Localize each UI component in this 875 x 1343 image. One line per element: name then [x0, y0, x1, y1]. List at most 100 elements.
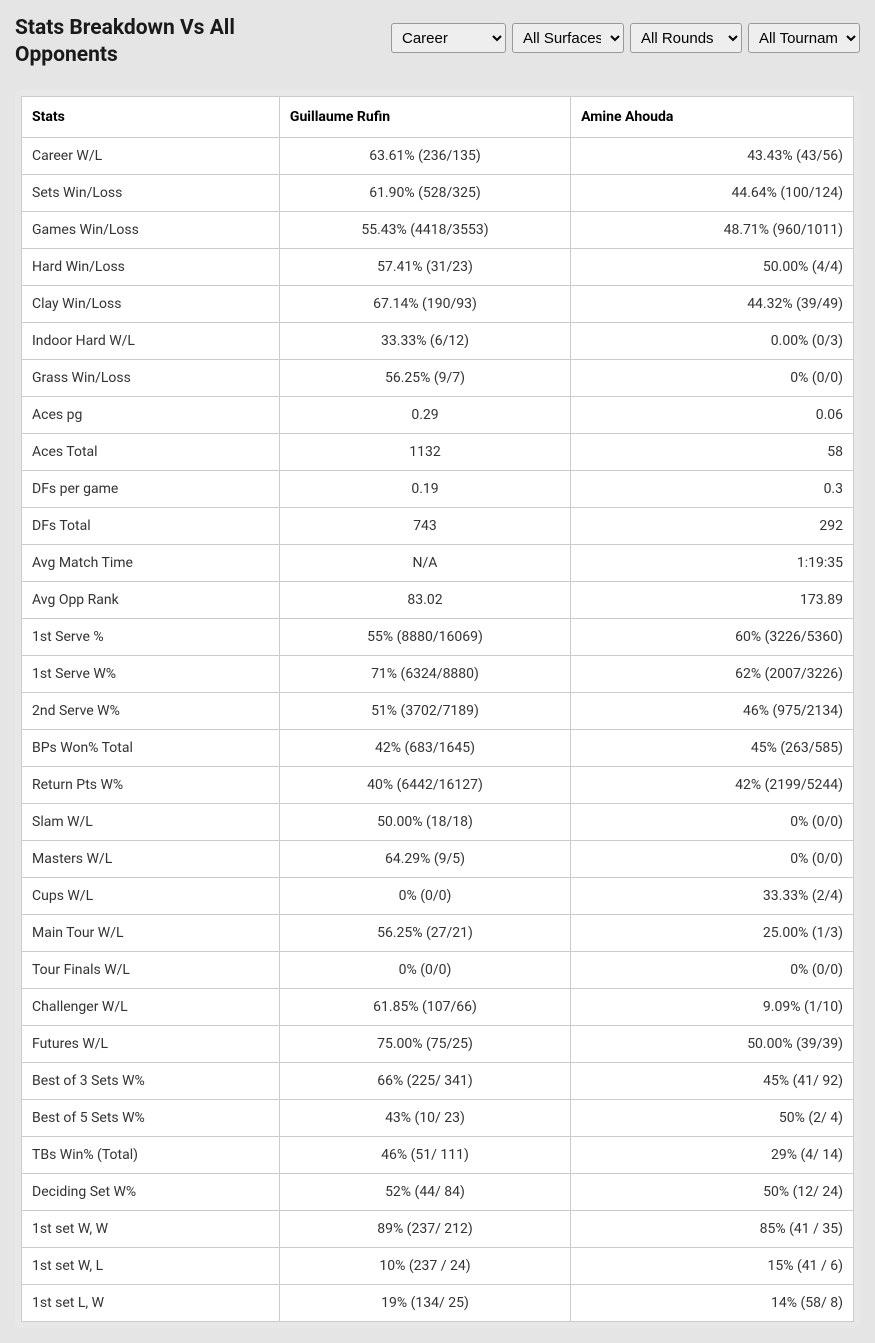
stat-label: Aces pg	[22, 396, 280, 433]
col-header-stats: Stats	[22, 96, 280, 137]
table-row: DFs Total743292	[22, 507, 854, 544]
stat-value-player2: 0% (0/0)	[571, 803, 854, 840]
stat-label: BPs Won% Total	[22, 729, 280, 766]
stat-label: Best of 3 Sets W%	[22, 1062, 280, 1099]
table-row: Sets Win/Loss61.90% (528/325)44.64% (100…	[22, 174, 854, 211]
stats-table-card: Stats Guillaume Rufin Amine Ahouda Caree…	[15, 90, 860, 1328]
stat-value-player1: 40% (6442/16127)	[279, 766, 570, 803]
stat-label: Aces Total	[22, 433, 280, 470]
stat-value-player2: 0% (0/0)	[571, 951, 854, 988]
table-row: Cups W/L0% (0/0)33.33% (2/4)	[22, 877, 854, 914]
table-row: 1st set W, W89% (237/ 212)85% (41 / 35)	[22, 1210, 854, 1247]
stat-value-player1: 56.25% (9/7)	[279, 359, 570, 396]
stat-label: Futures W/L	[22, 1025, 280, 1062]
stat-value-player1: 75.00% (75/25)	[279, 1025, 570, 1062]
stat-label: Main Tour W/L	[22, 914, 280, 951]
stat-value-player2: 0.00% (0/3)	[571, 322, 854, 359]
table-row: Avg Match TimeN/A1:19:35	[22, 544, 854, 581]
table-row: DFs per game0.190.3	[22, 470, 854, 507]
stat-value-player1: 1132	[279, 433, 570, 470]
col-header-player2: Amine Ahouda	[571, 96, 854, 137]
stat-value-player1: 743	[279, 507, 570, 544]
stat-label: 1st Serve W%	[22, 655, 280, 692]
stat-value-player1: 0% (0/0)	[279, 951, 570, 988]
stat-label: Challenger W/L	[22, 988, 280, 1025]
stat-value-player2: 15% (41 / 6)	[571, 1247, 854, 1284]
stat-value-player2: 62% (2007/3226)	[571, 655, 854, 692]
stat-label: Avg Match Time	[22, 544, 280, 581]
stat-value-player1: N/A	[279, 544, 570, 581]
stat-value-player2: 44.32% (39/49)	[571, 285, 854, 322]
table-row: 1st Serve W%71% (6324/8880)62% (2007/322…	[22, 655, 854, 692]
stat-value-player2: 29% (4/ 14)	[571, 1136, 854, 1173]
stat-label: Clay Win/Loss	[22, 285, 280, 322]
stat-value-player1: 89% (237/ 212)	[279, 1210, 570, 1247]
table-row: Deciding Set W%52% (44/ 84)50% (12/ 24)	[22, 1173, 854, 1210]
stat-value-player1: 46% (51/ 111)	[279, 1136, 570, 1173]
header-row: Stats Breakdown Vs All Opponents Career …	[15, 15, 860, 70]
table-row: Career W/L63.61% (236/135)43.43% (43/56)	[22, 137, 854, 174]
stat-label: 1st set L, W	[22, 1284, 280, 1321]
stat-value-player1: 55% (8880/16069)	[279, 618, 570, 655]
stat-value-player1: 66% (225/ 341)	[279, 1062, 570, 1099]
stat-value-player1: 0% (0/0)	[279, 877, 570, 914]
stat-value-player2: 45% (263/585)	[571, 729, 854, 766]
stat-label: DFs Total	[22, 507, 280, 544]
rounds-select[interactable]: All Rounds	[630, 23, 742, 53]
stat-value-player2: 50% (12/ 24)	[571, 1173, 854, 1210]
stat-value-player2: 50.00% (4/4)	[571, 248, 854, 285]
stat-value-player2: 9.09% (1/10)	[571, 988, 854, 1025]
filters-container: Career All Surfaces All Rounds All Tourn…	[391, 23, 860, 53]
stat-value-player1: 71% (6324/8880)	[279, 655, 570, 692]
stat-value-player2: 33.33% (2/4)	[571, 877, 854, 914]
stat-value-player1: 42% (683/1645)	[279, 729, 570, 766]
stat-value-player2: 43.43% (43/56)	[571, 137, 854, 174]
surface-select[interactable]: All Surfaces	[512, 23, 624, 53]
table-row: Games Win/Loss55.43% (4418/3553)48.71% (…	[22, 211, 854, 248]
stat-value-player2: 0.06	[571, 396, 854, 433]
table-row: TBs Win% (Total)46% (51/ 111)29% (4/ 14)	[22, 1136, 854, 1173]
career-select[interactable]: Career	[391, 23, 506, 53]
stat-label: Return Pts W%	[22, 766, 280, 803]
stat-value-player1: 56.25% (27/21)	[279, 914, 570, 951]
stat-value-player1: 50.00% (18/18)	[279, 803, 570, 840]
col-header-player1: Guillaume Rufin	[279, 96, 570, 137]
table-row: Best of 5 Sets W%43% (10/ 23)50% (2/ 4)	[22, 1099, 854, 1136]
stat-label: 1st set W, W	[22, 1210, 280, 1247]
stat-label: Best of 5 Sets W%	[22, 1099, 280, 1136]
stat-value-player2: 14% (58/ 8)	[571, 1284, 854, 1321]
stat-value-player1: 64.29% (9/5)	[279, 840, 570, 877]
stat-value-player2: 1:19:35	[571, 544, 854, 581]
table-row: 1st Serve %55% (8880/16069)60% (3226/536…	[22, 618, 854, 655]
table-row: Slam W/L50.00% (18/18)0% (0/0)	[22, 803, 854, 840]
table-row: Main Tour W/L56.25% (27/21)25.00% (1/3)	[22, 914, 854, 951]
stat-label: DFs per game	[22, 470, 280, 507]
stat-value-player2: 44.64% (100/124)	[571, 174, 854, 211]
table-header-row: Stats Guillaume Rufin Amine Ahouda	[22, 96, 854, 137]
stat-value-player2: 292	[571, 507, 854, 544]
stats-table: Stats Guillaume Rufin Amine Ahouda Caree…	[21, 96, 854, 1322]
table-row: Indoor Hard W/L33.33% (6/12)0.00% (0/3)	[22, 322, 854, 359]
table-row: Grass Win/Loss56.25% (9/7)0% (0/0)	[22, 359, 854, 396]
stat-value-player1: 55.43% (4418/3553)	[279, 211, 570, 248]
table-row: Aces pg0.290.06	[22, 396, 854, 433]
table-row: Clay Win/Loss67.14% (190/93)44.32% (39/4…	[22, 285, 854, 322]
stat-value-player1: 61.85% (107/66)	[279, 988, 570, 1025]
stat-value-player1: 57.41% (31/23)	[279, 248, 570, 285]
stat-value-player2: 42% (2199/5244)	[571, 766, 854, 803]
stat-value-player2: 25.00% (1/3)	[571, 914, 854, 951]
stat-value-player2: 173.89	[571, 581, 854, 618]
table-row: BPs Won% Total42% (683/1645)45% (263/585…	[22, 729, 854, 766]
stat-value-player2: 48.71% (960/1011)	[571, 211, 854, 248]
table-row: Return Pts W%40% (6442/16127)42% (2199/5…	[22, 766, 854, 803]
stat-value-player1: 33.33% (6/12)	[279, 322, 570, 359]
stat-value-player2: 58	[571, 433, 854, 470]
stat-value-player1: 67.14% (190/93)	[279, 285, 570, 322]
table-row: Futures W/L75.00% (75/25)50.00% (39/39)	[22, 1025, 854, 1062]
tournaments-select[interactable]: All Tournaments	[748, 23, 860, 53]
stat-label: Grass Win/Loss	[22, 359, 280, 396]
stat-value-player1: 19% (134/ 25)	[279, 1284, 570, 1321]
stat-label: 2nd Serve W%	[22, 692, 280, 729]
stat-value-player1: 63.61% (236/135)	[279, 137, 570, 174]
table-row: Hard Win/Loss57.41% (31/23)50.00% (4/4)	[22, 248, 854, 285]
